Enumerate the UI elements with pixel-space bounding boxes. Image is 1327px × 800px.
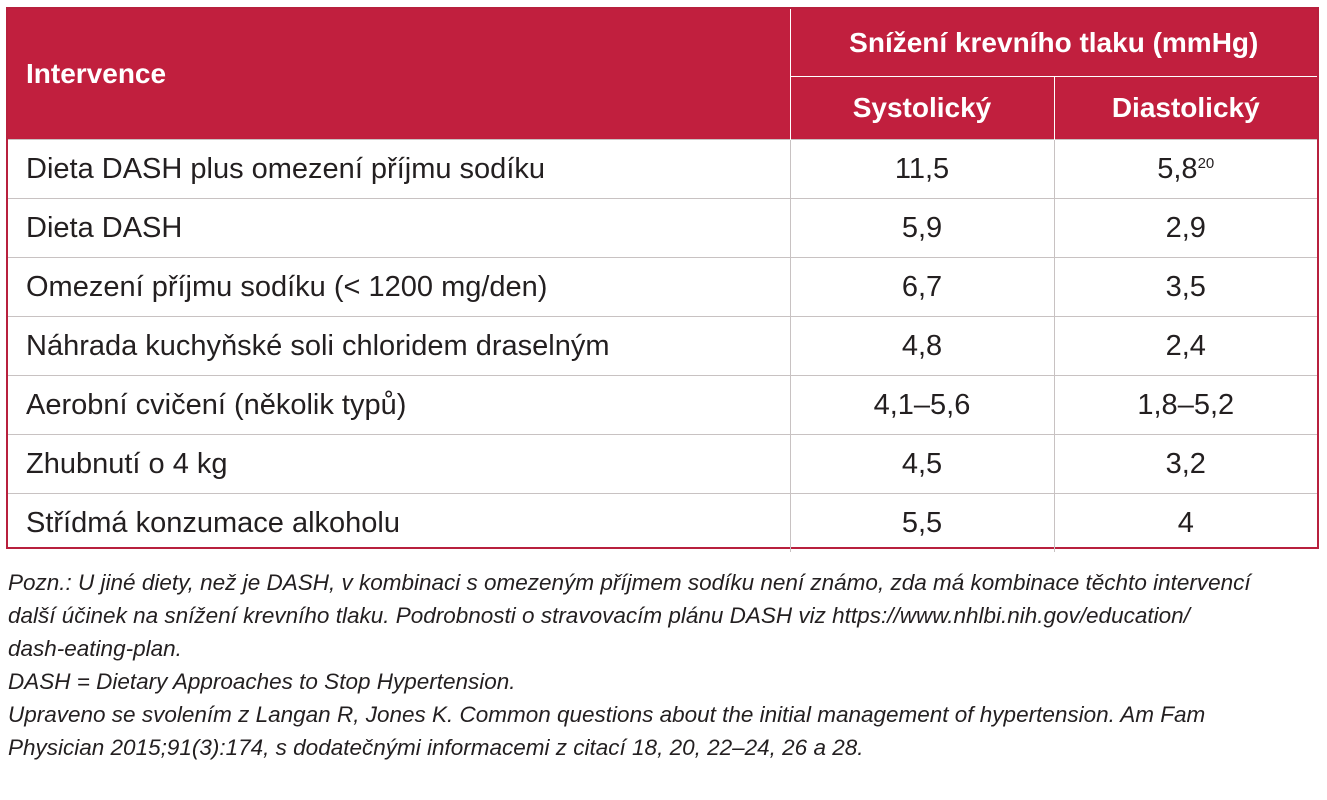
row-diastolic-value: 1,8–5,2 [1053, 375, 1318, 435]
row-diastolic-value: 3,5 [1053, 257, 1318, 317]
row-intervention-name: Náhrada kuchyňské soli chloridem draseln… [8, 316, 790, 376]
table-row: Omezení příjmu sodíku (< 1200 mg/den) 6,… [8, 257, 1318, 317]
row-diastolic-value: 3,2 [1053, 434, 1318, 494]
table-row: Dieta DASH plus omezení příjmu sodíku 11… [8, 139, 1318, 199]
footnote-line: dash-eating-plan. [8, 636, 182, 661]
row-intervention-name: Dieta DASH plus omezení příjmu sodíku [8, 139, 790, 199]
row-systolic-value: 4,8 [789, 316, 1054, 376]
row-systolic-value: 5,5 [789, 493, 1054, 552]
table-footnotes: Pozn.: U jiné diety, než je DASH, v komb… [8, 566, 1320, 764]
header-diastolic: Diastolický [1053, 76, 1318, 140]
table-row: Aerobní cvičení (několik typů) 4,1–5,6 1… [8, 375, 1318, 435]
row-systolic-value: 4,1–5,6 [789, 375, 1054, 435]
row-diastolic-value: 5,8 [1157, 152, 1198, 185]
citation-superscript: 20 [1197, 154, 1215, 172]
footnote-source-line: Upraveno se svolením z Langan R, Jones K… [8, 702, 1206, 727]
row-diastolic-value: 2,4 [1053, 316, 1318, 376]
interventions-table: Intervence Snížení krevního tlaku (mmHg)… [8, 9, 1318, 552]
header-bp-reduction: Snížení krevního tlaku (mmHg) [789, 9, 1318, 77]
row-systolic-value: 5,9 [789, 198, 1054, 258]
row-intervention-name: Střídmá konzumace alkoholu [8, 493, 790, 552]
row-intervention-name: Zhubnutí o 4 kg [8, 434, 790, 494]
header-systolic: Systolický [789, 76, 1054, 140]
footnote-line: další účinek na snížení krevního tlaku. … [8, 603, 1190, 628]
row-intervention-name: Omezení příjmu sodíku (< 1200 mg/den) [8, 257, 790, 317]
row-intervention-name: Aerobní cvičení (několik typů) [8, 375, 790, 435]
header-intervence: Intervence [8, 9, 790, 140]
interventions-table-container: Intervence Snížení krevního tlaku (mmHg)… [6, 7, 1319, 552]
table-row: Náhrada kuchyňské soli chloridem draseln… [8, 316, 1318, 376]
row-intervention-name: Dieta DASH [8, 198, 790, 258]
table-row: Střídmá konzumace alkoholu 5,5 4 [8, 493, 1318, 552]
footnote-line: Pozn.: U jiné diety, než je DASH, v komb… [8, 570, 1251, 595]
table-row: Zhubnutí o 4 kg 4,5 3,2 [8, 434, 1318, 494]
row-systolic-value: 11,5 [789, 139, 1054, 199]
table-row: Dieta DASH 5,9 2,9 [8, 198, 1318, 258]
row-diastolic-value: 4 [1053, 493, 1318, 552]
row-diastolic-cell: 5,820 [1053, 139, 1318, 199]
footnote-source-line: Physician 2015;91(3):174, s dodatečnými … [8, 735, 864, 760]
row-systolic-value: 6,7 [789, 257, 1054, 317]
row-diastolic-value: 2,9 [1053, 198, 1318, 258]
footnote-dash-definition: DASH = Dietary Approaches to Stop Hypert… [8, 669, 516, 694]
row-systolic-value: 4,5 [789, 434, 1054, 494]
